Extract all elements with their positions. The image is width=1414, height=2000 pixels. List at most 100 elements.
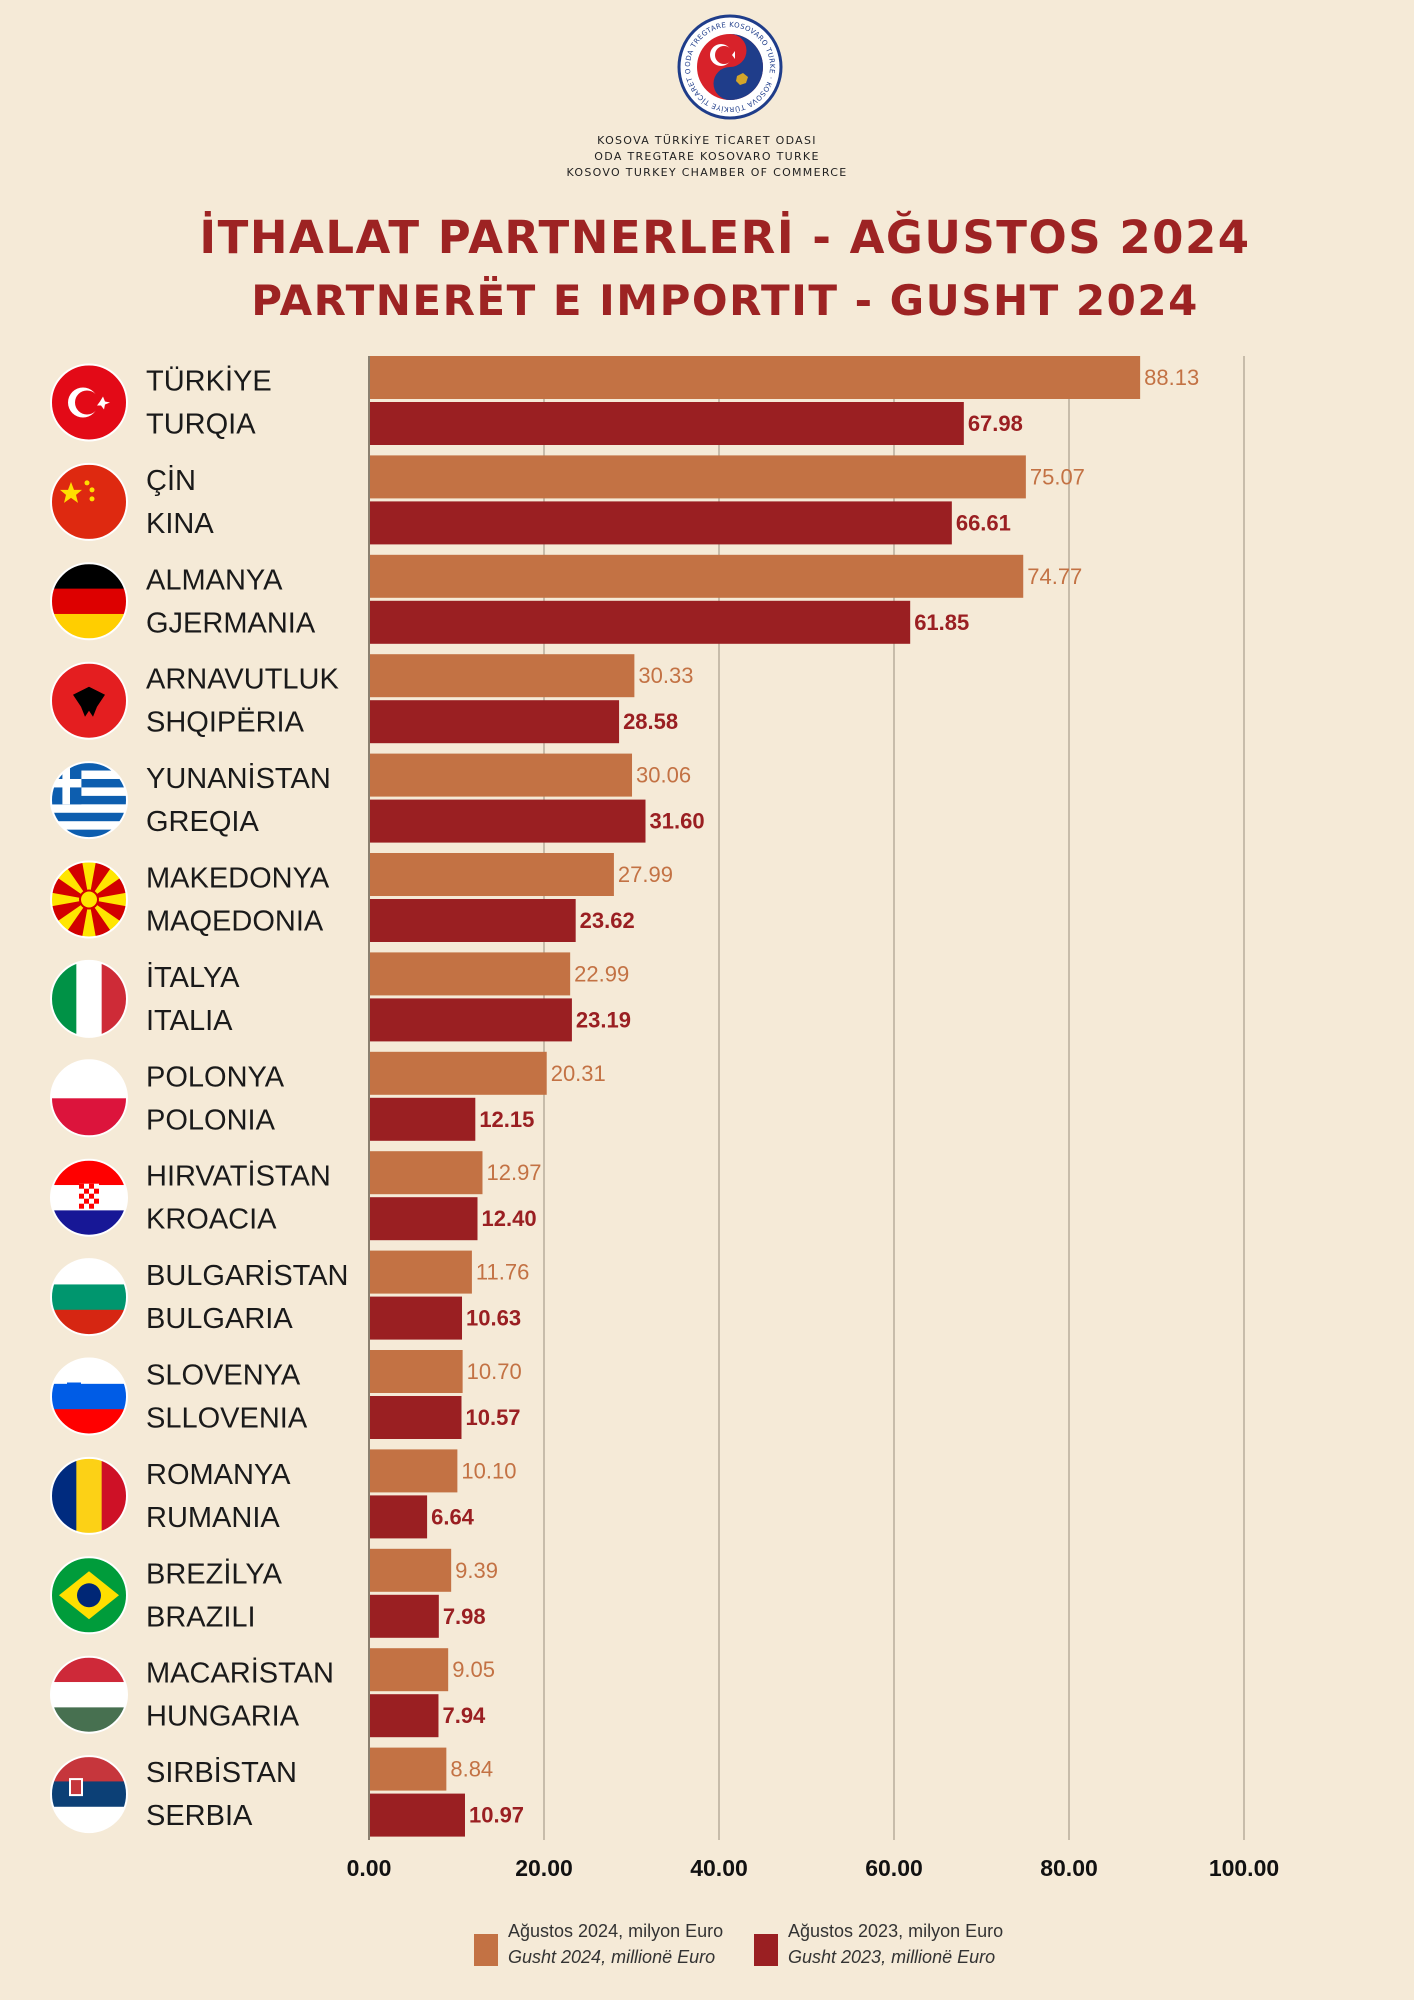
- bar-2023: [369, 1097, 476, 1141]
- hungary-flag-icon: [50, 1655, 128, 1734]
- value-label-2024: 12.97: [486, 1160, 541, 1185]
- bar-2023: [369, 1793, 465, 1837]
- legend-label-2023-sq: Gusht 2023, millionë Euro: [788, 1947, 996, 1967]
- country-name-sq: SLLOVENIA: [146, 1403, 308, 1435]
- country-name-sq: GJERMANIA: [146, 607, 316, 639]
- value-label-2024: 9.39: [455, 1558, 498, 1583]
- country-name-tr: ROMANYA: [146, 1459, 291, 1491]
- country-name-tr: TÜRKİYE: [146, 365, 272, 398]
- bar-2023: [369, 1694, 439, 1738]
- value-label-2023: 31.60: [650, 809, 705, 834]
- value-label-2024: 10.10: [461, 1458, 516, 1483]
- value-label-2024: 74.77: [1027, 564, 1082, 589]
- org-name-tr: KOSOVA TÜRKİYE TİCARET ODASI: [597, 134, 817, 147]
- value-label-2023: 12.40: [482, 1206, 537, 1231]
- country-name-tr: ALMANYA: [146, 564, 283, 596]
- country-name-sq: KINA: [146, 508, 214, 540]
- legend-swatch-2024: [474, 1934, 498, 1966]
- value-label-2024: 88.13: [1144, 365, 1199, 390]
- chart-title-tr: İTHALAT PARTNERLERİ - AĞUSTOS 2024: [199, 211, 1251, 264]
- bar-2024: [369, 753, 633, 797]
- value-label-2023: 23.62: [580, 908, 635, 933]
- bar-2024: [369, 1747, 447, 1791]
- value-label-2023: 10.63: [466, 1306, 521, 1331]
- bar-2024: [369, 1151, 483, 1195]
- bar-2023: [369, 998, 572, 1042]
- bar-2024: [369, 1350, 463, 1393]
- bar-2023: [369, 1197, 478, 1241]
- x-tick-label: 60.00: [865, 1855, 923, 1881]
- value-label-2023: 10.57: [465, 1405, 520, 1430]
- country-name-tr: HIRVATİSTAN: [146, 1160, 331, 1193]
- value-label-2024: 11.76: [476, 1260, 529, 1285]
- value-label-2023: 10.97: [469, 1803, 524, 1828]
- country-name-sq: ITALIA: [146, 1005, 233, 1037]
- value-label-2024: 30.33: [638, 663, 693, 688]
- value-label-2024: 22.99: [574, 961, 629, 986]
- value-label-2024: 75.07: [1030, 464, 1085, 489]
- value-label-2023: 6.64: [431, 1504, 475, 1529]
- bar-2024: [369, 554, 1024, 598]
- country-name-tr: MAKEDONYA: [146, 863, 330, 895]
- value-label-2024: 27.99: [618, 862, 673, 887]
- value-label-2024: 10.70: [467, 1359, 522, 1384]
- bar-2023: [369, 799, 646, 843]
- croatia-flag-icon: [50, 1158, 128, 1237]
- country-name-tr: MACARİSTAN: [146, 1657, 334, 1690]
- bar-2024: [369, 356, 1141, 399]
- country-name-tr: POLONYA: [146, 1061, 285, 1093]
- value-label-2023: 66.61: [956, 510, 1011, 535]
- value-label-2023: 7.94: [442, 1703, 486, 1728]
- bar-2023: [369, 1396, 462, 1439]
- country-name-tr: BREZİLYA: [146, 1557, 283, 1590]
- bar-2023: [369, 899, 576, 942]
- country-name-sq: TURQIA: [146, 409, 256, 441]
- bar-2024: [369, 1648, 449, 1692]
- country-name-sq: BULGARIA: [146, 1303, 293, 1335]
- bar-2024: [369, 1449, 458, 1493]
- poland-flag-icon: [50, 1059, 128, 1138]
- bar-2024: [369, 455, 1026, 499]
- value-label-2023: 7.98: [443, 1604, 486, 1629]
- value-label-2024: 30.06: [636, 763, 691, 788]
- country-name-tr: BULGARİSTAN: [146, 1259, 349, 1292]
- org-name-sq: ODA TREGTARE KOSOVARO TURKE: [594, 150, 820, 163]
- romania-flag-icon: [50, 1456, 128, 1535]
- x-tick-label: 100.00: [1209, 1855, 1279, 1881]
- brazil-flag-icon: [50, 1556, 128, 1635]
- country-name-sq: GREQIA: [146, 806, 259, 838]
- value-label-2023: 12.15: [479, 1107, 534, 1132]
- country-name-tr: SIRBİSTAN: [146, 1756, 297, 1789]
- country-name-sq: SHQIPËRIA: [146, 707, 305, 739]
- value-label-2024: 9.05: [452, 1657, 495, 1682]
- x-tick-label: 0.00: [347, 1855, 392, 1881]
- legend-label-2023-tr: Ağustos 2023, milyon Euro: [788, 1921, 1004, 1941]
- germany-flag-icon: [50, 562, 128, 641]
- country-name-sq: KROACIA: [146, 1204, 277, 1236]
- bar-2024: [369, 1548, 452, 1592]
- chart-title-sq: PARTNERËT E IMPORTIT - GUSHT 2024: [251, 276, 1199, 325]
- country-name-sq: SERBIA: [146, 1800, 253, 1832]
- bar-2024: [369, 853, 614, 896]
- bulgaria-flag-icon: [50, 1258, 128, 1337]
- country-name-sq: HUNGARIA: [146, 1701, 300, 1733]
- value-label-2023: 61.85: [914, 610, 969, 635]
- slovenia-flag-icon: [50, 1357, 128, 1436]
- bar-2023: [369, 1495, 428, 1539]
- x-tick-label: 20.00: [515, 1855, 573, 1881]
- italy-flag-icon: [50, 959, 128, 1038]
- bar-2023: [369, 700, 620, 744]
- value-label-2023: 67.98: [968, 411, 1023, 436]
- legend-swatch-2023: [754, 1934, 778, 1966]
- albania-flag-icon: [50, 661, 128, 740]
- bar-2023: [369, 1594, 439, 1638]
- legend-label-2024-tr: Ağustos 2024, milyon Euro: [508, 1921, 724, 1941]
- country-name-tr: ÇİN: [146, 464, 196, 497]
- country-name-sq: MAQEDONIA: [146, 906, 324, 938]
- country-name-tr: YUNANİSTAN: [146, 762, 331, 795]
- org-name-en: KOSOVO TURKEY CHAMBER OF COMMERCE: [566, 166, 848, 179]
- turkey-flag-icon: [50, 363, 128, 442]
- bar-2024: [369, 1250, 472, 1294]
- value-label-2024: 20.31: [551, 1061, 606, 1086]
- value-label-2023: 28.58: [623, 709, 678, 734]
